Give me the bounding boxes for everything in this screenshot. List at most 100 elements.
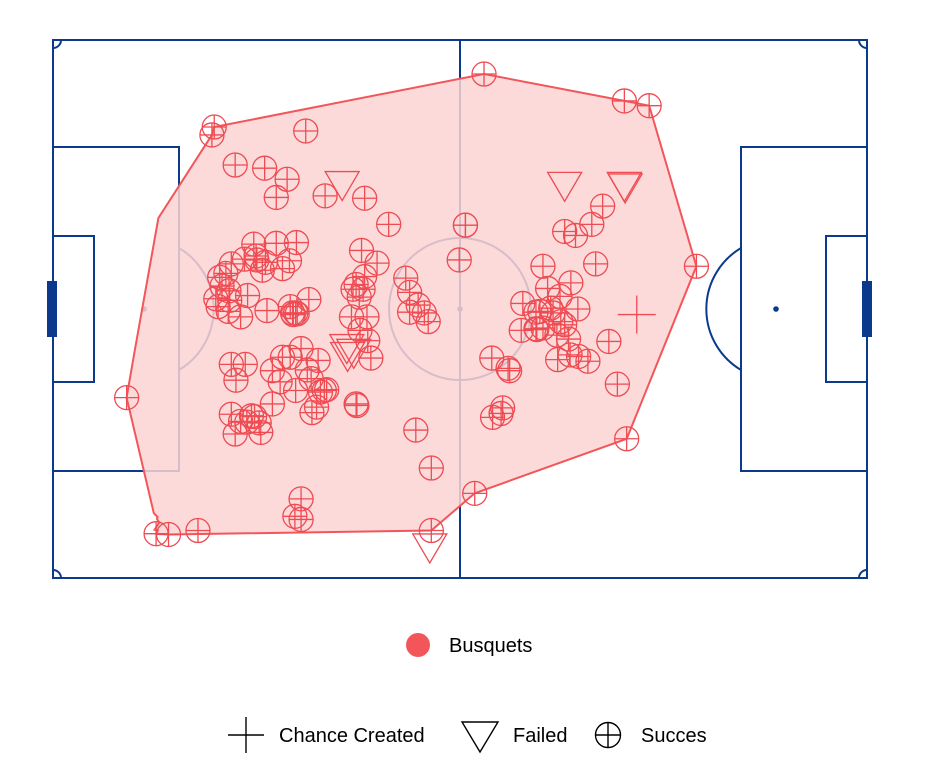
success-marker	[565, 343, 592, 370]
success-marker	[418, 455, 444, 481]
success-marker	[222, 152, 248, 178]
success-marker	[462, 480, 488, 506]
failed-marker	[335, 338, 372, 370]
failed-marker	[329, 341, 366, 373]
success-marker	[215, 298, 241, 325]
success-marker	[185, 517, 211, 544]
corner-arc-top-right	[858, 39, 868, 49]
failed-marker	[411, 533, 448, 565]
success-marker	[288, 486, 314, 512]
success-marker	[234, 282, 261, 309]
success-marker	[203, 286, 229, 312]
circle-plus-icon	[594, 721, 622, 749]
success-marker	[288, 335, 314, 362]
success-marker	[683, 253, 710, 279]
success-marker	[604, 371, 631, 397]
success-marker	[296, 286, 322, 313]
success-marker	[232, 351, 258, 378]
success-marker	[222, 421, 248, 447]
success-marker	[299, 399, 325, 426]
success-marker	[358, 345, 384, 371]
success-marker	[293, 118, 319, 144]
success-marker	[263, 184, 289, 211]
success-marker	[538, 295, 564, 321]
right-penalty-spot	[773, 306, 779, 312]
success-marker	[338, 304, 365, 330]
success-marker	[277, 293, 303, 320]
legend-succes-label: Succes	[641, 725, 707, 747]
success-marker	[277, 344, 303, 370]
success-marker	[508, 317, 534, 344]
failed-marker	[606, 173, 644, 205]
event-markers-layer	[113, 61, 710, 565]
success-marker	[251, 155, 278, 181]
success-marker	[376, 211, 402, 237]
success-marker	[530, 253, 556, 279]
success-marker	[244, 247, 270, 273]
plus-icon	[228, 717, 264, 753]
success-marker	[282, 300, 309, 326]
success-marker	[452, 212, 479, 238]
marker-legend: Chance Created Failed Succes	[228, 717, 707, 754]
success-marker	[343, 391, 369, 417]
success-marker	[364, 250, 390, 276]
success-marker	[143, 521, 169, 547]
success-marker	[562, 222, 589, 249]
success-marker	[575, 348, 601, 374]
success-marker	[614, 426, 640, 452]
legend-chance-created-label: Chance Created	[279, 725, 425, 747]
success-marker	[311, 377, 337, 404]
success-marker	[199, 122, 225, 148]
success-marker	[479, 345, 505, 371]
failed-marker	[324, 170, 361, 202]
success-marker	[471, 61, 497, 87]
success-marker	[596, 328, 622, 355]
success-marker	[246, 410, 272, 436]
success-marker	[495, 355, 521, 381]
success-marker	[611, 88, 638, 114]
success-marker	[415, 309, 441, 335]
success-marker	[248, 419, 274, 446]
success-marker	[227, 304, 254, 330]
player-legend-label: Busquets	[449, 635, 532, 657]
success-marker	[351, 185, 378, 211]
success-marker	[579, 211, 605, 237]
corner-arc-bottom-right	[858, 569, 868, 579]
success-marker	[344, 392, 370, 419]
success-marker	[303, 394, 330, 420]
success-marker	[209, 273, 235, 299]
success-marker	[393, 265, 419, 291]
right-goal	[862, 281, 872, 337]
success-marker	[312, 183, 338, 209]
success-marker	[282, 377, 309, 404]
player-legend: Busquets	[406, 633, 532, 657]
success-marker	[274, 166, 300, 192]
success-marker	[276, 248, 303, 274]
success-marker	[348, 237, 375, 264]
success-marker	[294, 357, 320, 383]
success-marker	[558, 270, 584, 296]
success-marker	[254, 297, 280, 324]
player-legend-dot	[406, 633, 430, 657]
right-six-yard-box	[825, 235, 868, 383]
success-marker	[565, 296, 591, 322]
success-marker	[259, 358, 286, 384]
success-marker	[545, 346, 571, 373]
success-marker	[305, 347, 331, 374]
success-marker	[496, 358, 523, 384]
failed-marker	[546, 171, 583, 203]
success-marker	[540, 300, 566, 326]
success-marker	[403, 417, 429, 443]
success-marker	[282, 503, 308, 529]
triangle-down-icon	[460, 721, 500, 754]
success-marker	[583, 251, 609, 277]
left-goal	[47, 281, 57, 337]
success-marker	[259, 391, 286, 417]
chance-created-marker	[617, 295, 656, 334]
failed-marker	[328, 333, 365, 365]
success-marker	[350, 276, 376, 302]
success-marker	[396, 299, 423, 325]
success-marker	[113, 384, 140, 411]
corner-arc-top-left	[52, 39, 62, 49]
